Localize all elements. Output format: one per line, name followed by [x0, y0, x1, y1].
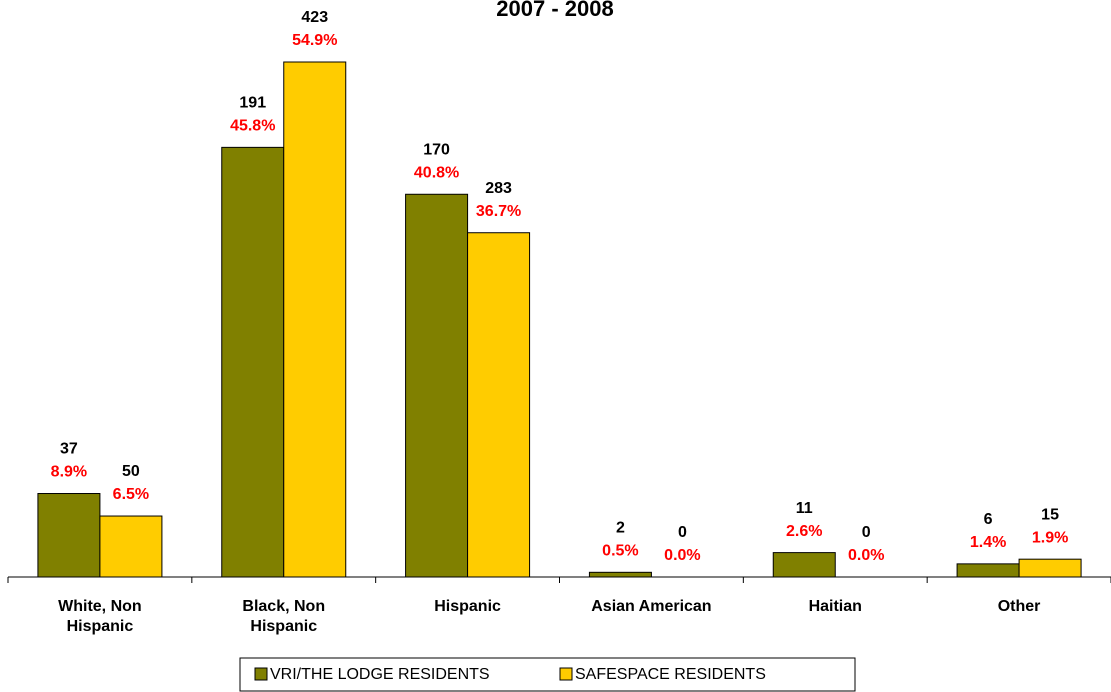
bar — [772, 552, 836, 578]
legend-label: VRI/THE LODGE RESIDENTS — [270, 666, 490, 683]
bar — [221, 146, 285, 578]
count-label: 0 — [862, 524, 871, 541]
value-label: 1.4% — [970, 534, 1006, 551]
count-label: 0 — [678, 524, 687, 541]
value-label: 0.0% — [848, 547, 884, 564]
value-label: 45.8% — [230, 118, 275, 135]
count-label: 170 — [423, 141, 450, 158]
bar — [37, 493, 101, 578]
count-label: 283 — [485, 180, 512, 197]
x-tick-label: Haitian — [808, 598, 862, 615]
count-label: 2 — [616, 520, 625, 537]
count-label: 15 — [1041, 506, 1059, 523]
bar — [99, 515, 163, 578]
legend-swatch — [254, 667, 268, 681]
count-label: 191 — [239, 95, 266, 112]
value-label: 6.5% — [113, 486, 149, 503]
bar — [588, 571, 652, 578]
legend-swatch — [559, 667, 573, 681]
count-label: 6 — [984, 511, 993, 528]
count-label: 50 — [122, 463, 140, 480]
value-label: 36.7% — [476, 203, 521, 220]
bar — [405, 193, 469, 578]
value-label: 54.9% — [292, 32, 337, 49]
bar — [283, 61, 347, 578]
bar — [1018, 558, 1082, 578]
value-label: 1.9% — [1032, 529, 1068, 546]
count-label: 37 — [60, 441, 78, 458]
x-tick-label: Hispanic — [434, 598, 501, 615]
legend-label: SAFESPACE RESIDENTS — [575, 666, 766, 683]
x-tick-label: Asian American — [591, 598, 712, 615]
value-label: 0.0% — [664, 547, 700, 564]
bar — [467, 232, 531, 578]
count-label: 423 — [301, 9, 328, 26]
value-label: 2.6% — [786, 523, 822, 540]
count-label: 11 — [796, 500, 813, 517]
value-label: 40.8% — [414, 164, 459, 181]
value-label: 0.5% — [602, 543, 638, 560]
x-tick-label: Other — [997, 598, 1041, 615]
value-label: 8.9% — [51, 464, 87, 481]
bar — [956, 563, 1020, 578]
legend-box — [239, 657, 856, 692]
x-tick-label: White, Non Hispanic — [58, 598, 142, 635]
x-tick-label: Black, Non Hispanic — [242, 598, 326, 635]
chart-title: 2007 - 2008 — [496, 0, 613, 21]
